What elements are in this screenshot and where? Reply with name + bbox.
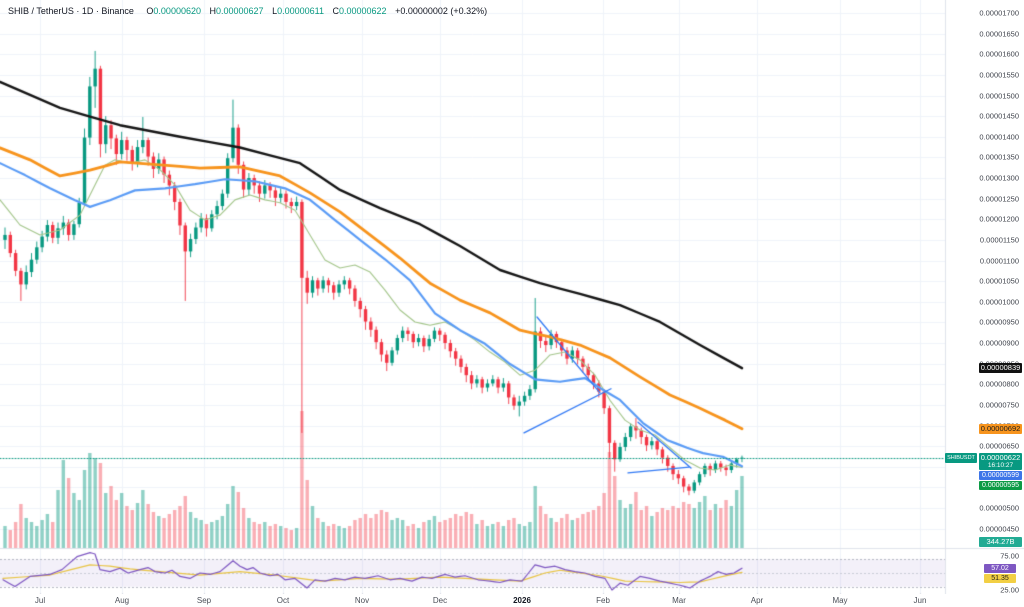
time-scale-label: Oct bbox=[276, 596, 290, 605]
price-scale-label: 0.00001150 bbox=[979, 235, 1019, 245]
price-scale-label: 0.00000800 bbox=[979, 379, 1019, 389]
time-scale-label: May bbox=[832, 596, 848, 605]
rsi-upper-scale-label: 75.00 bbox=[1000, 551, 1019, 561]
price-scale-label: 0.00001650 bbox=[979, 29, 1019, 39]
rsi-ma-value-badge: 51.35 bbox=[984, 573, 1016, 584]
symbol-legend[interactable]: SHIB / TetherUS · 1D · Binance O0.000006… bbox=[8, 6, 487, 16]
price-scale-label: 0.00000950 bbox=[979, 317, 1019, 327]
time-scale-label: Dec bbox=[432, 596, 448, 605]
change-value: +0.00000002 (+0.32%) bbox=[395, 6, 488, 16]
volume-badge: 344.27B bbox=[979, 537, 1022, 547]
ohlc-low-value: 0.00000611 bbox=[277, 6, 324, 16]
ohlc-high-value: 0.00000627 bbox=[216, 6, 264, 16]
ma-black-price-badge: 0.00000839 bbox=[979, 363, 1022, 374]
time-scale-label: Nov bbox=[354, 596, 370, 605]
last-price-value: 0.00000622 bbox=[980, 452, 1021, 462]
ohlc-open-value: 0.00000620 bbox=[153, 6, 201, 16]
time-scale-label: 2026 bbox=[513, 596, 531, 605]
ohlc-close-label: C bbox=[332, 6, 340, 16]
ohlc-close-value: 0.00000622 bbox=[339, 6, 387, 16]
ma-blue-price-badge: 0.00000599 bbox=[979, 471, 1022, 480]
time-scale-label: Apr bbox=[750, 596, 764, 605]
ohlc-high-label: H bbox=[209, 6, 217, 16]
ma-orange-price-badge: 0.00000692 bbox=[979, 423, 1022, 434]
price-scale-label: 0.00001300 bbox=[979, 173, 1019, 183]
bar-countdown: 16:10:27 bbox=[987, 462, 1014, 470]
price-scale-label: 0.00001100 bbox=[979, 256, 1019, 265]
price-scale-label: 0.00001050 bbox=[979, 276, 1019, 286]
price-scale-label: 0.00001700 bbox=[979, 8, 1019, 18]
ma-green-price-badge: 0.00000595 bbox=[979, 480, 1022, 490]
ohlc-open-label: O bbox=[146, 6, 154, 16]
time-scale-label: Aug bbox=[114, 596, 130, 605]
price-scale-label: 0.00001400 bbox=[979, 132, 1019, 142]
time-scale-label: Mar bbox=[672, 596, 686, 605]
time-scale-label: Jul bbox=[34, 596, 46, 605]
price-scale-label: 0.00001550 bbox=[979, 70, 1019, 80]
rsi-value-badge: 57.02 bbox=[984, 563, 1016, 574]
price-scale-label: 0.00001450 bbox=[979, 111, 1019, 121]
last-price-badge: 0.00000622 16:10:27 bbox=[979, 452, 1022, 471]
price-scale-label: 0.00001600 bbox=[979, 49, 1019, 59]
price-scale-label: 0.00001350 bbox=[979, 152, 1019, 162]
price-scale-label: 0.00001000 bbox=[979, 297, 1019, 307]
time-scale-label: Sep bbox=[196, 596, 212, 605]
symbol-title[interactable]: SHIB / TetherUS · 1D · Binance bbox=[8, 6, 134, 16]
time-scale-label: Jun bbox=[913, 596, 927, 605]
price-scale-label: 0.00000650 bbox=[979, 441, 1019, 451]
price-scale-label: 0.00001250 bbox=[979, 194, 1019, 204]
price-scale-label: 0.00000450 bbox=[979, 524, 1019, 534]
rsi-lower-scale-label: 25.00 bbox=[1000, 585, 1019, 595]
price-scale-label: 0.00000750 bbox=[979, 400, 1019, 410]
time-axis[interactable]: Jul Aug Sep Oct Nov Dec 2026 Feb Mar Apr May Jun bbox=[0, 594, 1024, 607]
symbol-tag-badge: SHIBUSDT bbox=[945, 452, 977, 463]
price-scale-label: 0.00001500 bbox=[979, 91, 1019, 100]
price-scale-label: 0.00000900 bbox=[979, 338, 1019, 348]
ohlc-low-label: L bbox=[272, 6, 278, 16]
price-scale-label: 0.00000500 bbox=[979, 503, 1019, 513]
time-scale-label: Feb bbox=[596, 596, 610, 605]
price-axis[interactable]: 0.00000839 0.00000692 SHIBUSDT 0.0000062… bbox=[945, 0, 1024, 595]
price-scale-label: 0.00001200 bbox=[979, 214, 1019, 224]
